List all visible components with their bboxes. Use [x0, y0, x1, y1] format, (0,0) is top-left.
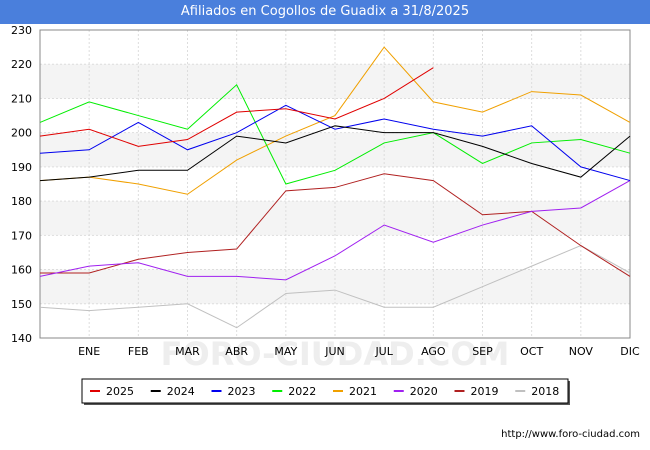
y-tick-label: 180	[11, 195, 32, 208]
x-tick-label: DIC	[620, 345, 640, 358]
legend-label-2021: 2021	[349, 385, 377, 398]
y-tick-label: 210	[11, 92, 32, 105]
legend-label-2022: 2022	[288, 385, 316, 398]
y-tick-label: 170	[11, 229, 32, 242]
chart-title: Afiliados en Cogollos de Guadix a 31/8/2…	[0, 0, 650, 24]
x-tick-label: SEP	[472, 345, 493, 358]
x-tick-label: JUN	[324, 345, 345, 358]
x-tick-label: MAY	[274, 345, 297, 358]
watermark: FORO-CIUDAD.COM	[161, 335, 510, 373]
grid-band	[40, 64, 630, 99]
y-tick-label: 200	[11, 127, 32, 140]
legend-label-2020: 2020	[410, 385, 438, 398]
y-tick-label: 150	[11, 298, 32, 311]
series-line-2020	[39, 180, 631, 281]
y-tick-label: 220	[11, 58, 32, 71]
grid-band	[40, 132, 630, 167]
legend-label-2025: 2025	[106, 385, 134, 398]
y-tick-label: 160	[11, 264, 32, 277]
y-tick-label: 140	[11, 332, 32, 345]
x-tick-label: OCT	[520, 345, 543, 358]
y-tick-label: 230	[11, 24, 32, 37]
legend-label-2019: 2019	[471, 385, 499, 398]
y-tick-label: 190	[11, 161, 32, 174]
series-line-2018	[39, 245, 631, 329]
legend-label-2024: 2024	[167, 385, 195, 398]
series-line-2022	[39, 83, 631, 185]
series-line-2025	[39, 67, 434, 147]
source-url[interactable]: http://www.foro-ciudad.com	[501, 429, 640, 440]
x-tick-label: MAR	[175, 345, 200, 358]
legend-box	[81, 378, 569, 404]
x-tick-label: ABR	[225, 345, 248, 358]
x-tick-label: ENE	[78, 345, 100, 358]
series-line-2021	[39, 46, 631, 195]
legend-label-2018: 2018	[531, 385, 559, 398]
x-tick-label: NOV	[569, 345, 594, 358]
x-tick-label: AGO	[421, 345, 446, 358]
legend-label-2023: 2023	[228, 385, 256, 398]
x-tick-label: FEB	[128, 345, 149, 358]
series-line-2023	[39, 104, 631, 182]
plot-border	[39, 29, 631, 339]
x-tick-label: JUL	[374, 345, 393, 358]
series-line-2024	[39, 125, 631, 182]
